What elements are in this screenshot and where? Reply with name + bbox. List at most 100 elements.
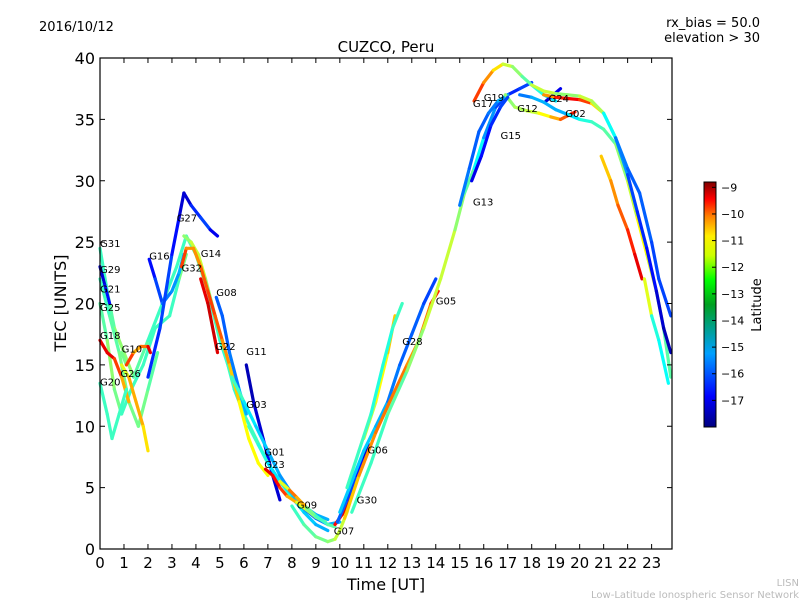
satellite-label-g01: G01 [264,448,284,459]
satellite-label-g14: G14 [201,249,221,260]
trace-segment [566,93,582,98]
y-tick-label: 10 [75,417,95,436]
trace-segment [625,228,637,256]
x-tick-label: 10 [330,554,349,572]
satellite-label-g26: G26 [120,369,140,380]
trace-segment [357,412,373,453]
trace-g13 [350,80,534,514]
annotation-elevation: elevation > 30 [664,31,760,46]
trace-g29 [98,265,112,306]
satellite-label-g32: G32 [182,264,202,275]
trace-segment [107,314,121,355]
trace-segment [601,111,618,140]
trace-segment [350,461,373,514]
colorbar-tick-label: −11 [721,235,744,248]
trace-segment [381,326,395,367]
trace-segment [661,326,673,355]
trace-segment [566,96,582,102]
x-tick-label: 2 [143,554,153,572]
trace-segment [242,400,258,428]
y-tick-label: 5 [85,479,95,498]
trace-segment [345,449,361,490]
colorbar-tick-label: −12 [721,261,744,274]
satellite-label-g25: G25 [100,303,120,314]
trace-segment [256,461,270,477]
trace-segment [374,394,395,434]
x-tick-label: 18 [522,554,541,572]
trace-segment [422,277,443,330]
trace-segment [501,62,515,69]
trace-segment [654,289,666,330]
colorbar-tick-label: −13 [721,288,744,301]
trace-segment [208,228,220,238]
trace-segment [472,136,486,171]
trace-segment [374,400,390,428]
colorbar-tick-label: −9 [721,181,737,194]
trace-segment [625,173,639,213]
colorbar-label: Latitude [750,278,765,332]
trace-g06 [335,443,371,524]
y-tick-label: 35 [75,110,95,129]
x-tick-label: 0 [95,554,105,572]
x-tick-label: 15 [450,554,469,572]
trace-segment [338,479,354,514]
trace-segment [335,498,349,524]
x-tick-label: 14 [426,554,445,572]
trace-segment [105,338,117,391]
trace-g02 [518,93,673,379]
trace-segment [645,246,659,293]
trace-segment [554,95,570,101]
trace-segment [146,344,152,355]
y-axis-label: TEC [UNITS] [51,255,70,353]
satellite-label-g23: G23 [264,460,284,471]
satellite-label-g17: G17 [473,99,493,110]
satellite-labels: G31 G29 G21 G25 G18 G20 G10 G26 G16 G27 G14 G32 G08 G… [100,93,586,537]
x-tick-label: 3 [167,554,177,572]
trace-segment [362,443,371,459]
trace-segment [491,62,505,72]
trace-segment [158,252,174,330]
trace-g26 [119,363,150,453]
trace-segment [479,123,493,158]
trace-g22 [199,277,220,355]
trace-segment [590,99,606,115]
trace-segment [374,351,390,404]
trace-segment [599,154,613,183]
colorbar-tick-label: −10 [721,208,744,221]
trace-segment [98,301,109,342]
trace-segment [247,436,260,465]
trace-segment [510,64,524,79]
trace-segment [549,115,563,122]
satellite-label-g28: G28 [402,337,422,348]
trace-segment [146,326,162,379]
trace-g-e6 [345,301,404,490]
chart-title: CUZCO, Peru [338,38,435,56]
trace-segment [616,203,630,232]
satellite-label-g11: G11 [246,347,266,358]
trace-segment [355,455,366,477]
satellite-label-g12: G12 [517,104,537,115]
x-tick-label: 21 [594,554,613,572]
x-tick-label: 4 [191,554,201,572]
satellite-label-g16: G16 [149,251,169,262]
trace-segment [206,289,217,318]
satellite-label-g07: G07 [334,526,354,537]
y-axis-ticks: 0 5 10 15 20 25 30 35 40 [75,49,672,559]
trace-g-e2 [530,83,673,318]
trace-segment [530,83,546,93]
trace-segment [518,93,534,99]
satellite-label-g08: G08 [216,288,236,299]
trace-segment [486,99,500,115]
trace-g19 [458,93,510,207]
trace-segment [386,363,402,404]
trace-segment [554,91,570,97]
trace-segment [122,351,136,379]
y-tick-label: 0 [85,540,95,559]
trace-g-e1 [542,93,673,355]
trace-g10 [119,344,152,367]
x-tick-label: 8 [287,554,297,572]
trace-segment [369,412,390,465]
x-tick-label: 22 [618,554,637,572]
x-tick-label: 6 [239,554,249,572]
trace-segment [386,369,409,416]
